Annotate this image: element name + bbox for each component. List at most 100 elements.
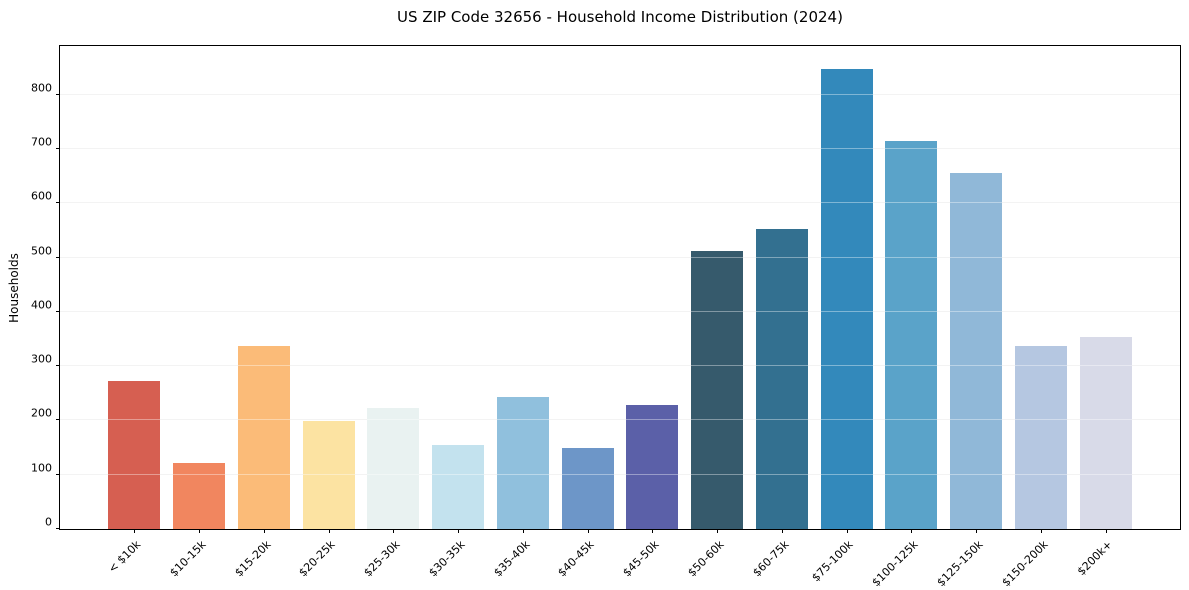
bar-$10-15k bbox=[173, 462, 226, 529]
ytick-mark-200 bbox=[56, 419, 60, 421]
ytick-label-400: 400 bbox=[31, 298, 52, 312]
ytick-mark-0 bbox=[56, 528, 60, 529]
xtick-slot: $15-20k bbox=[232, 529, 297, 589]
bar-slot bbox=[944, 46, 1009, 529]
xtick-mark bbox=[199, 529, 201, 533]
gridline-300 bbox=[60, 365, 1180, 367]
xtick-slot: $60-75k bbox=[750, 529, 815, 589]
ytick-mark-800 bbox=[56, 93, 60, 95]
gridline-800 bbox=[60, 93, 1180, 95]
ytick-label-800: 800 bbox=[31, 81, 52, 95]
xtick-slot: $125-150k bbox=[934, 529, 1009, 589]
xtick-mark bbox=[134, 529, 136, 533]
xtick-label-$40-45k: $40-45k bbox=[555, 538, 597, 580]
bar-$45-50k bbox=[626, 405, 679, 529]
xtick-slot: $35-40k bbox=[491, 529, 556, 589]
xtick-mark bbox=[1105, 529, 1107, 533]
ytick-label-300: 300 bbox=[31, 352, 52, 366]
gridline-500 bbox=[60, 256, 1180, 258]
ytick-label-100: 100 bbox=[31, 461, 52, 475]
bar-slot bbox=[296, 46, 361, 529]
xtick-slot: $25-30k bbox=[361, 529, 426, 589]
xtick-mark bbox=[717, 529, 719, 533]
ytick-mark-500 bbox=[56, 256, 60, 258]
bar-slot bbox=[1009, 46, 1074, 529]
xtick-mark bbox=[652, 529, 654, 533]
xtick-slot: $20-25k bbox=[296, 529, 361, 589]
bar-slot bbox=[620, 46, 685, 529]
gridline-200 bbox=[60, 419, 1180, 421]
xtick-mark bbox=[781, 529, 783, 533]
xtick-mark bbox=[846, 529, 848, 533]
ytick-mark-100 bbox=[56, 473, 60, 475]
bar-slot bbox=[685, 46, 750, 529]
xtick-label-$45-50k: $45-50k bbox=[620, 538, 662, 580]
bar-$35-40k bbox=[496, 397, 549, 529]
gridline-700 bbox=[60, 148, 1180, 150]
bar-slot bbox=[426, 46, 491, 529]
bar-$40-45k bbox=[561, 447, 614, 529]
xtick-label-$25-30k: $25-30k bbox=[361, 538, 403, 580]
bar-$125-150k bbox=[950, 173, 1003, 529]
plot-area: 0 100 200 300 400 500 600 700 800 < $10k $10-15k $… bbox=[31, 45, 1181, 589]
xtick-slot: $100-125k bbox=[869, 529, 944, 589]
xtick-label-$10-15k: $10-15k bbox=[167, 538, 209, 580]
gridline-100 bbox=[60, 473, 1180, 475]
bar-$60-75k bbox=[755, 229, 808, 529]
gridline-overlay-300 bbox=[60, 365, 1180, 367]
xtick-mark bbox=[522, 529, 524, 533]
y-axis-label: Households bbox=[7, 253, 21, 323]
xtick-label-$75-100k: $75-100k bbox=[809, 538, 856, 585]
xtick-label-$50-60k: $50-60k bbox=[685, 538, 727, 580]
bar-$100-125k bbox=[885, 141, 938, 529]
gridline-overlay-500 bbox=[60, 256, 1180, 258]
bar-slot bbox=[361, 46, 426, 529]
xtick-mark bbox=[393, 529, 395, 533]
gridline-400 bbox=[60, 310, 1180, 312]
bar-$25-30k bbox=[367, 408, 420, 529]
bar-slot bbox=[232, 46, 297, 529]
gridline-overlay-200 bbox=[60, 419, 1180, 421]
bar-slot bbox=[879, 46, 944, 529]
bar-$200k+ bbox=[1079, 337, 1132, 529]
ytick-label-0: 0 bbox=[45, 515, 52, 529]
xtick-label-$20-25k: $20-25k bbox=[296, 538, 338, 580]
xtick-slot: $45-50k bbox=[620, 529, 685, 589]
xtick-label-< $10k: < $10k bbox=[106, 538, 144, 576]
bar-$15-20k bbox=[237, 345, 290, 529]
gridline-overlay-700 bbox=[60, 148, 1180, 150]
xtick-slot: < $10k bbox=[102, 529, 167, 589]
bar-slot bbox=[167, 46, 232, 529]
xtick-mark bbox=[263, 529, 265, 533]
xtick-label-$200k+: $200k+ bbox=[1074, 538, 1115, 579]
bar-slot bbox=[491, 46, 556, 529]
bar-< $10k bbox=[108, 380, 161, 529]
ytick-mark-600 bbox=[56, 202, 60, 204]
bars-layer bbox=[102, 46, 1138, 529]
xtick-slot: $150-200k bbox=[999, 529, 1074, 589]
xtick-mark bbox=[911, 529, 913, 533]
xtick-slot: $50-60k bbox=[685, 529, 750, 589]
gridline-overlay-800 bbox=[60, 93, 1180, 95]
bar-$75-100k bbox=[820, 69, 873, 529]
bar-slot bbox=[750, 46, 815, 529]
xtick-label-$30-35k: $30-35k bbox=[426, 538, 468, 580]
ytick-label-700: 700 bbox=[31, 135, 52, 149]
x-axis-ticks: < $10k $10-15k $15-20k $20-25k $25-30k $30-35… bbox=[102, 529, 1138, 589]
bar-slot bbox=[102, 46, 167, 529]
bar-slot bbox=[814, 46, 879, 529]
ytick-mark-300 bbox=[56, 365, 60, 367]
xtick-slot: $30-35k bbox=[426, 529, 491, 589]
bar-$150-200k bbox=[1014, 345, 1067, 529]
gridline-overlay-100 bbox=[60, 473, 1180, 475]
bar-slot bbox=[1073, 46, 1138, 529]
ytick-mark-700 bbox=[56, 148, 60, 150]
xtick-mark bbox=[458, 529, 460, 533]
bar-$50-60k bbox=[691, 250, 744, 529]
xtick-slot: $200k+ bbox=[1073, 529, 1138, 589]
ytick-label-500: 500 bbox=[31, 244, 52, 258]
ytick-mark-400 bbox=[56, 310, 60, 312]
xtick-mark bbox=[976, 529, 978, 533]
gridline-600 bbox=[60, 202, 1180, 204]
